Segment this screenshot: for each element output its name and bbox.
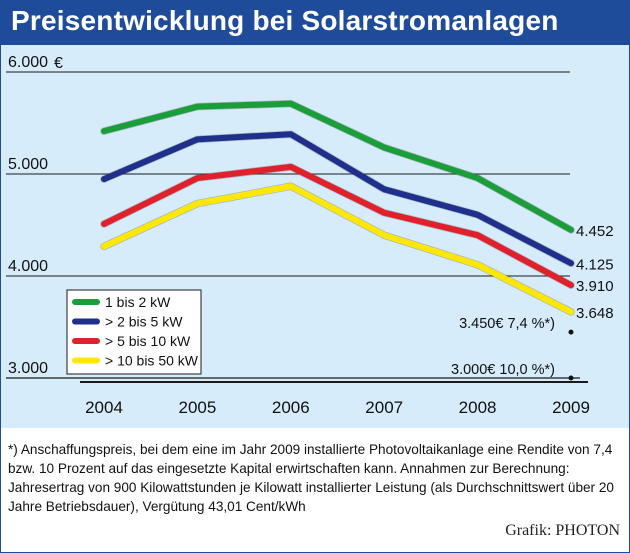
data-point: [475, 175, 481, 181]
annotation-marker: [568, 329, 574, 335]
line-chart: 1 bis 2 kW > 2 bis 5 kW > 5 bis 10 kW > 10 …: [6, 54, 614, 417]
data-point: [475, 232, 481, 238]
y-axis-unit: €: [54, 55, 63, 72]
series-line: [101, 100, 574, 233]
x-tick-label: 2005: [178, 398, 216, 417]
data-point: [381, 210, 387, 216]
data-point: [475, 212, 481, 218]
x-tick-label: 2007: [365, 398, 403, 417]
x-tick-label: 2006: [272, 398, 310, 417]
credit: Grafik: PHOTON: [505, 522, 620, 539]
end-value-label: 3.910: [576, 278, 614, 295]
data-point: [288, 164, 294, 170]
legend-label: > 2 bis 5 kW: [105, 314, 183, 330]
title-bar: Preisentwicklung bei Solarstromanlagen: [1, 1, 629, 45]
chart-title: Preisentwicklung bei Solarstromanlagen: [11, 5, 559, 36]
data-point: [381, 144, 387, 151]
series-line: [101, 183, 574, 315]
x-tick-label: 2008: [459, 398, 497, 417]
x-tick-label: 2004: [85, 398, 123, 417]
annotation-label: 3.450€ 7,4 %*): [459, 316, 555, 332]
data-point: [194, 136, 200, 142]
footnote: *) Anschaffungspreis, bei dem eine im Ja…: [8, 442, 614, 514]
data-point: [101, 128, 107, 134]
end-value-label: 4.125: [576, 256, 614, 273]
legend-label: 1 bis 2 kW: [105, 294, 171, 310]
data-point: [568, 227, 574, 233]
data-point: [101, 243, 107, 250]
end-value-label: 3.648: [576, 305, 614, 322]
data-point: [101, 221, 107, 227]
series-line: [101, 131, 574, 267]
y-tick-label: 3.000: [8, 360, 48, 377]
data-point: [194, 200, 200, 207]
series-line: [101, 163, 574, 289]
data-point: [101, 176, 107, 182]
data-point: [288, 183, 294, 189]
data-point: [475, 262, 481, 268]
data-point: [568, 260, 574, 266]
data-point: [194, 104, 200, 110]
data-point: [194, 175, 200, 181]
data-point: [288, 131, 294, 137]
y-tick-label: 4.000: [8, 258, 48, 275]
y-tick-label: 5.000: [8, 156, 48, 173]
y-tick-label: 6.000: [8, 54, 48, 71]
x-tick-label: 2009: [552, 398, 590, 417]
annotation-marker: [568, 375, 574, 381]
legend-label: > 10 bis 50 kW: [105, 353, 199, 369]
data-point: [288, 101, 294, 107]
legend-label: > 5 bis 10 kW: [105, 333, 191, 349]
data-point: [568, 309, 574, 315]
annotation-label: 3.000€ 10,0 %*): [451, 362, 555, 378]
data-point: [381, 232, 387, 238]
data-point: [381, 186, 387, 192]
end-value-label: 4.452: [576, 223, 614, 240]
data-point: [568, 282, 574, 288]
